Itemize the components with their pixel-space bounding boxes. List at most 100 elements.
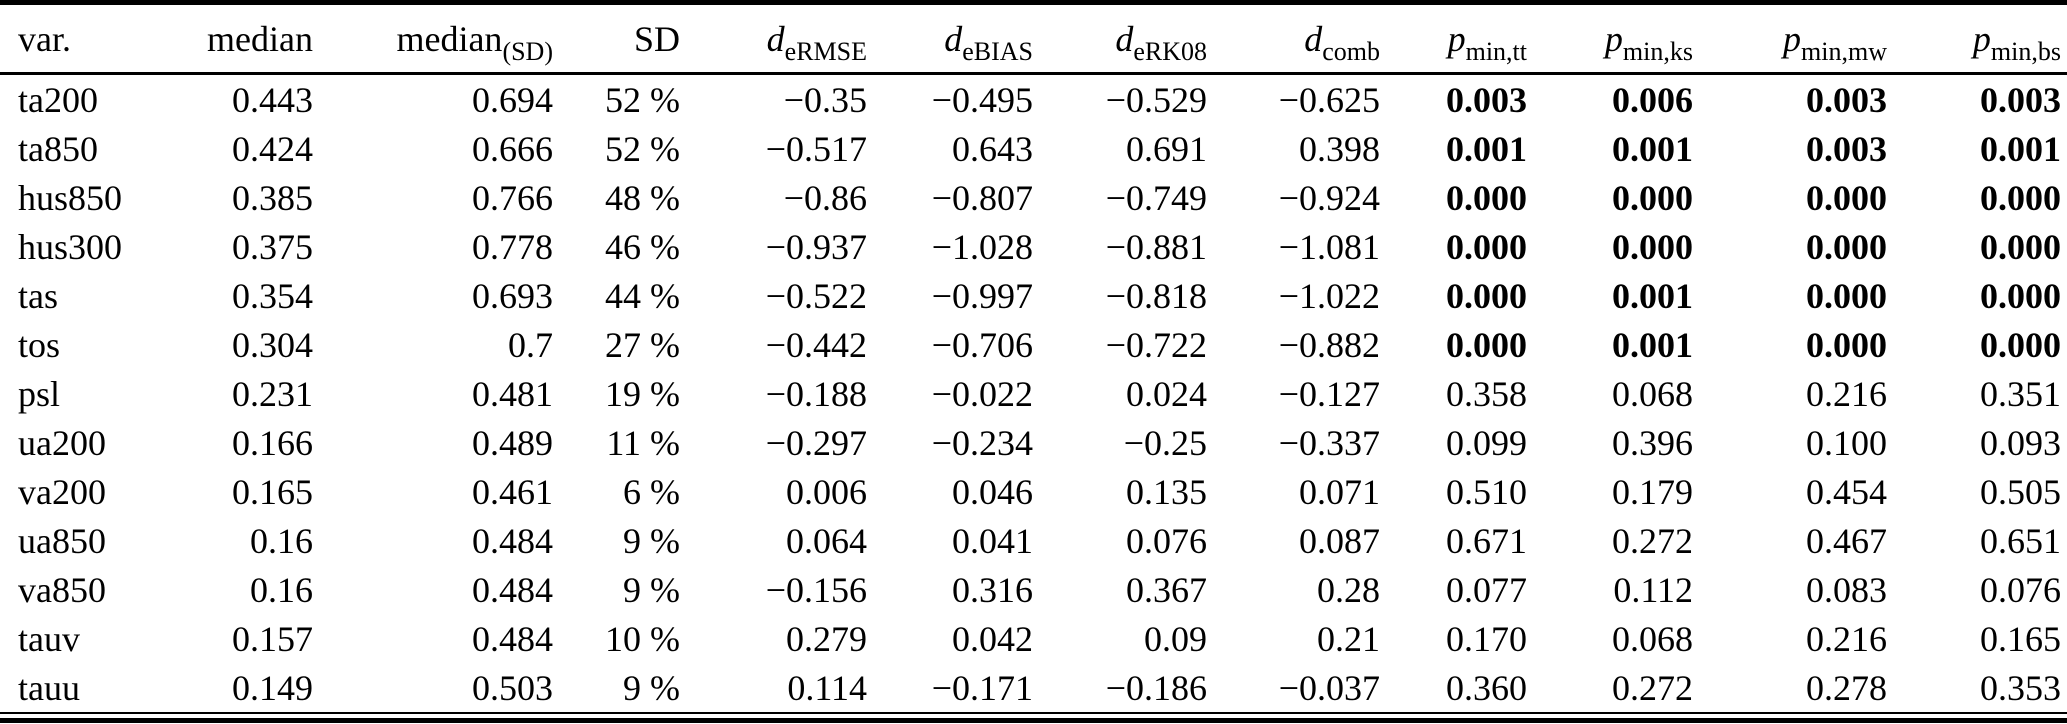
value-cell: 0.003	[1806, 128, 1887, 169]
value-cell: 48 %	[605, 177, 680, 218]
table-row-hus850: hus850 0.385 0.766 48 % −0.86 −0.807 −0.749 −0.…	[0, 173, 2067, 222]
value-cell: 0.071	[1299, 471, 1380, 512]
value-cell: 0.001	[1612, 275, 1693, 316]
value-cell: −0.234	[931, 422, 1033, 463]
column-header-subscript: min,tt	[1465, 36, 1527, 66]
value-cell: 0.16	[250, 520, 313, 561]
column-header-label: d	[944, 18, 963, 59]
value-cell: 0.510	[1446, 471, 1527, 512]
value-cell: −0.442	[765, 324, 867, 365]
value-cell: 0.693	[472, 275, 553, 316]
value-cell: 0.000	[1806, 177, 1887, 218]
column-header-median: median	[140, 5, 313, 75]
value-cell: 0.503	[472, 667, 553, 708]
value-cell: 0.000	[1980, 275, 2061, 316]
value-cell: 0.000	[1446, 324, 1527, 365]
column-header-subscript: eRK08	[1133, 36, 1207, 66]
value-cell: −0.529	[1105, 79, 1207, 120]
value-cell: −0.807	[931, 177, 1033, 218]
value-cell: 0.000	[1612, 177, 1693, 218]
value-cell: 0.09	[1144, 618, 1207, 659]
value-cell: 0.000	[1980, 226, 2061, 267]
column-header-p_min_bs: pmin,bs	[1887, 5, 2067, 75]
value-cell: 0.354	[232, 275, 313, 316]
table-row-ua850: ua850 0.16 0.484 9 % 0.064 0.041 0.076 0.087 0.6…	[0, 516, 2067, 565]
value-cell: 0.165	[1980, 618, 2061, 659]
value-cell: 0.443	[232, 79, 313, 120]
value-cell: 0.651	[1980, 520, 2061, 561]
table-row-tauv: tauv 0.157 0.484 10 % 0.279 0.042 0.09 0.21 0.17…	[0, 614, 2067, 663]
value-cell: 0.489	[472, 422, 553, 463]
variable-name-cell: ta850	[18, 128, 98, 169]
column-header-subscript: eRMSE	[784, 36, 867, 66]
value-cell: −0.86	[783, 177, 867, 218]
value-cell: −1.028	[931, 226, 1033, 267]
column-header-label: d	[766, 18, 785, 59]
variable-name-cell: ta200	[18, 79, 98, 120]
value-cell: 0.766	[472, 177, 553, 218]
value-cell: 0.231	[232, 373, 313, 414]
value-cell: −0.186	[1105, 667, 1207, 708]
value-cell: −0.35	[783, 79, 867, 120]
value-cell: −0.522	[765, 275, 867, 316]
value-cell: 0.28	[1317, 569, 1380, 610]
value-cell: −0.881	[1105, 226, 1207, 267]
value-cell: 0.778	[472, 226, 553, 267]
value-cell: 10 %	[605, 618, 680, 659]
value-cell: −0.495	[931, 79, 1033, 120]
value-cell: 0.165	[232, 471, 313, 512]
column-header-subscript: min,bs	[1990, 36, 2061, 66]
value-cell: 0.001	[1612, 324, 1693, 365]
value-cell: 0.000	[1446, 177, 1527, 218]
value-cell: 6 %	[623, 471, 680, 512]
variable-name-cell: tos	[18, 324, 61, 365]
value-cell: 0.396	[1612, 422, 1693, 463]
column-header-median_sd: median(SD)	[313, 5, 553, 75]
value-cell: 0.003	[1446, 79, 1527, 120]
value-cell: 0.358	[1446, 373, 1527, 414]
value-cell: −0.517	[765, 128, 867, 169]
value-cell: −0.022	[931, 373, 1033, 414]
value-cell: 0.112	[1613, 569, 1693, 610]
table-row-hus300: hus300 0.375 0.778 46 % −0.937 −1.028 −0.881 −1…	[0, 222, 2067, 271]
column-header-label: p	[1447, 18, 1466, 59]
value-cell: 0.316	[952, 569, 1033, 610]
value-cell: 0.000	[1446, 275, 1527, 316]
value-cell: 0.272	[1612, 667, 1693, 708]
value-cell: −0.25	[1123, 422, 1207, 463]
column-header-label: SD	[633, 18, 680, 59]
column-header-p_min_tt: pmin,tt	[1380, 5, 1527, 75]
table-row-tos: tos 0.304 0.7 27 % −0.442 −0.706 −0.722 −0.882 0…	[0, 320, 2067, 369]
value-cell: 0.467	[1806, 520, 1887, 561]
value-cell: 0.024	[1126, 373, 1207, 414]
value-cell: 0.001	[1612, 128, 1693, 169]
value-cell: 0.099	[1446, 422, 1527, 463]
value-cell: 0.000	[1612, 226, 1693, 267]
value-cell: 0.216	[1806, 618, 1887, 659]
table-row-ta850: ta850 0.424 0.666 52 % −0.517 0.643 0.691 0.398…	[0, 124, 2067, 173]
value-cell: 0.000	[1806, 226, 1887, 267]
column-header-subscript: min,mw	[1801, 36, 1887, 66]
value-cell: −0.722	[1105, 324, 1207, 365]
variable-name-cell: ua200	[18, 422, 106, 463]
value-cell: 0.666	[472, 128, 553, 169]
value-cell: 0.643	[952, 128, 1033, 169]
variable-name-cell: psl	[18, 373, 61, 414]
value-cell: 0.691	[1126, 128, 1207, 169]
table-row-psl: psl 0.231 0.481 19 % −0.188 −0.022 0.024 −0.127…	[0, 369, 2067, 418]
column-header-d_comb: dcomb	[1207, 5, 1380, 75]
value-cell: 0.093	[1980, 422, 2061, 463]
value-cell: 0.077	[1446, 569, 1527, 610]
value-cell: 0.135	[1126, 471, 1207, 512]
table-row-va850: va850 0.16 0.484 9 % −0.156 0.316 0.367 0.28 0.0…	[0, 565, 2067, 614]
value-cell: 52 %	[605, 79, 680, 120]
results-table: var. median median(SD) SD deRMSE deBIAS deRK08…	[0, 5, 2067, 714]
variable-name-cell: tauu	[18, 667, 80, 708]
value-cell: 0.398	[1299, 128, 1380, 169]
value-cell: −0.706	[931, 324, 1033, 365]
value-cell: 0.385	[232, 177, 313, 218]
value-cell: 0.001	[1980, 128, 2061, 169]
column-header-subscript: (SD)	[502, 36, 553, 66]
